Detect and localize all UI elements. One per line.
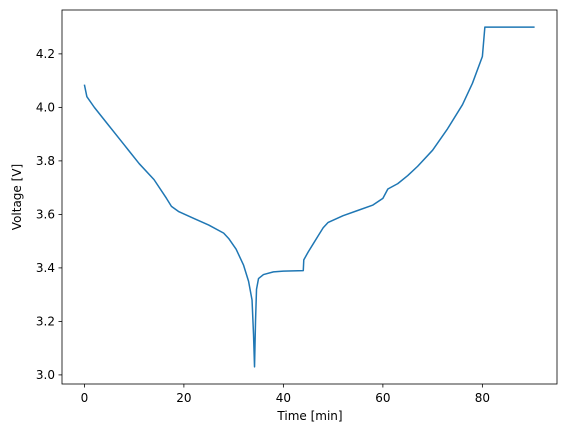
y-tick-label: 3.4 (36, 261, 55, 275)
x-axis-label: Time [min] (276, 409, 342, 423)
plot-frame (61, 9, 558, 385)
x-tick-label: 80 (475, 391, 490, 405)
x-tick-label: 60 (375, 391, 390, 405)
y-tick-label: 4.2 (36, 47, 55, 61)
x-tick-label: 20 (176, 391, 191, 405)
x-tick-label: 40 (276, 391, 291, 405)
y-tick-label: 3.0 (36, 368, 55, 382)
y-tick-label: 3.8 (36, 154, 55, 168)
y-axis-label: Voltage [V] (10, 164, 24, 230)
y-tick-label: 4.0 (36, 100, 55, 114)
y-tick-label: 3.6 (36, 207, 55, 221)
y-tick-label: 3.2 (36, 314, 55, 328)
x-tick-label: 0 (81, 391, 89, 405)
line-series (83, 26, 535, 368)
